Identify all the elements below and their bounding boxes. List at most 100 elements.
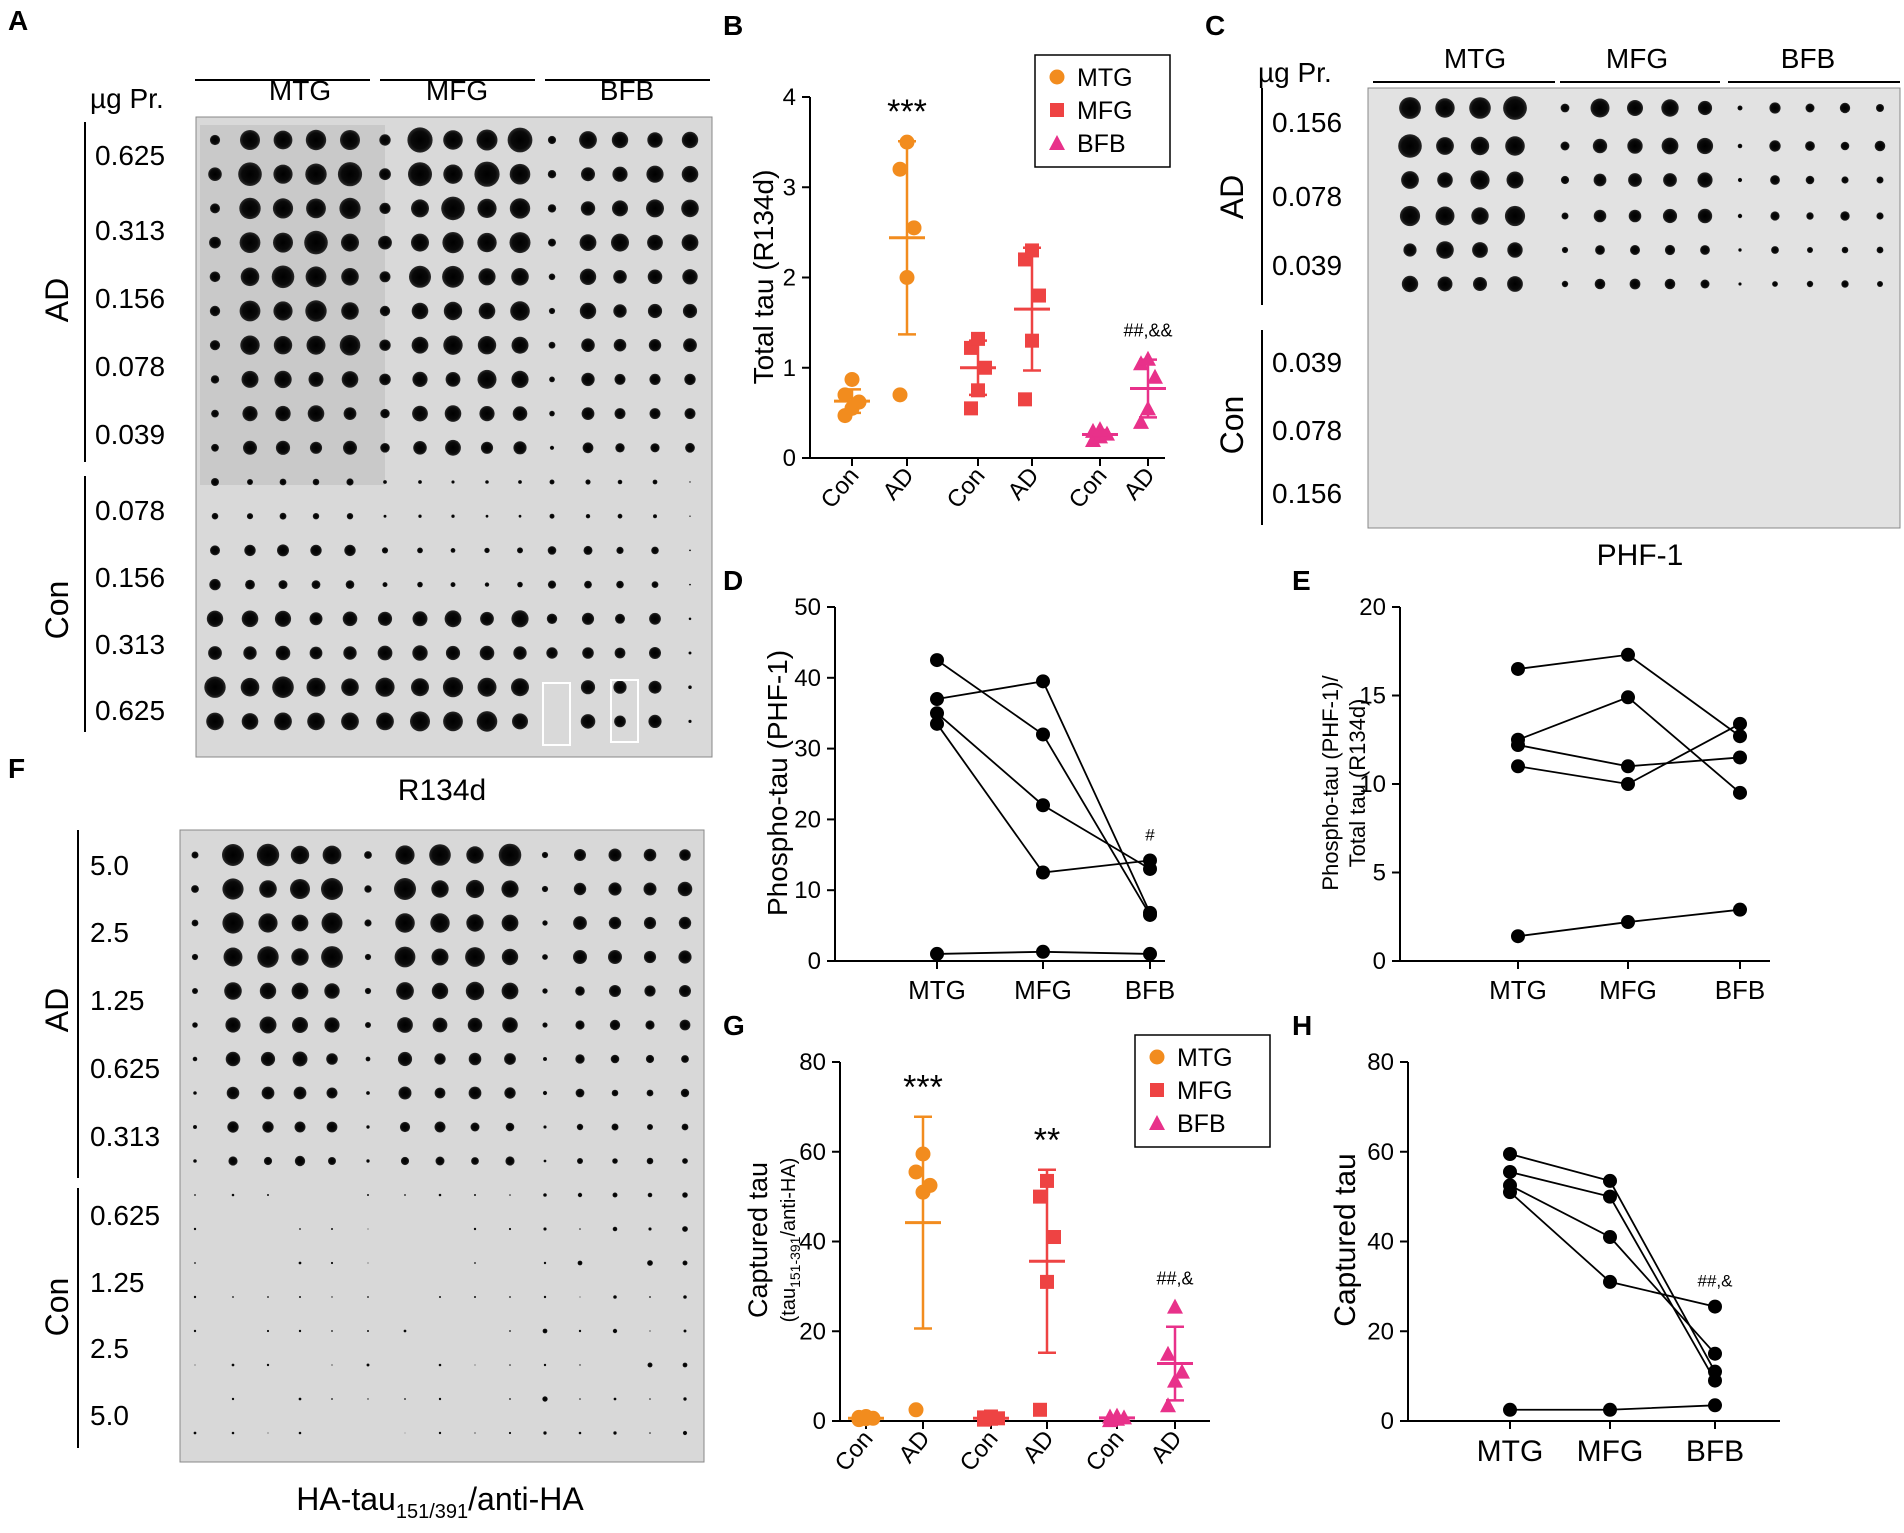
blot-f-dot [231, 1193, 235, 1197]
chart-d-data-point [1143, 946, 1157, 961]
blot-f-dot [261, 1086, 275, 1100]
chart-b-legend-marker [1049, 135, 1065, 150]
blot-f-dot [647, 1260, 653, 1266]
blot-f-dot [193, 1125, 197, 1129]
blot-c-dot [1629, 278, 1641, 290]
chart-g-data-point [1167, 1298, 1183, 1314]
blot-a-dot [345, 580, 355, 589]
blot-a-dot [513, 441, 527, 455]
blot-c-dot [1840, 211, 1850, 221]
chart-e-y-tick-label: 10 [1359, 771, 1386, 798]
blot-f-dot [505, 1122, 515, 1132]
panel-letter-g: G [723, 1010, 745, 1041]
blot-a-dot [547, 546, 557, 555]
chart-d-y-tick-label: 20 [794, 806, 821, 833]
blot-c-dot [1592, 138, 1608, 154]
blot-a-dot [412, 645, 428, 661]
blot-f-dot [291, 948, 309, 966]
chart-b-x-tick-label: AD [1118, 463, 1160, 506]
blot-a-dot [513, 646, 527, 660]
blot-a-dot [208, 646, 222, 660]
blot-c-dot [1876, 246, 1884, 254]
blot-a-dot [341, 712, 359, 731]
blot-a-dot [647, 269, 663, 285]
blot-a-dot [305, 163, 327, 185]
blot-f-dot [364, 919, 372, 927]
blot-f-dot [326, 1121, 338, 1133]
blot-a-dot [689, 481, 691, 483]
blot-f-dot [397, 1051, 413, 1067]
chart-h-significance-label: ##,& [1698, 1272, 1734, 1291]
blot-c-dot [1697, 208, 1713, 224]
blot-c-dot [1594, 278, 1606, 290]
chart-g-significance-label: ** [1034, 1122, 1060, 1160]
blot-f-dot [267, 1194, 269, 1196]
blot-a-dot [509, 163, 531, 185]
blot-f-dot [394, 946, 416, 968]
blot-a-dot [241, 610, 259, 628]
blot-f-dot [191, 885, 199, 893]
blot-a-dot [306, 677, 326, 697]
chart-g-data-point [1047, 1230, 1061, 1245]
blot-a-dot [377, 645, 393, 661]
blot-f-dot [298, 1329, 302, 1333]
blot-f-dot [330, 1261, 334, 1265]
blot-c-dot [1700, 279, 1710, 289]
chart-b-legend-label: MTG [1077, 64, 1133, 92]
blot-a-dot [341, 233, 359, 252]
chart-h-data-point [1603, 1189, 1617, 1204]
blot-a-dot [652, 479, 658, 485]
chart-e-data-point [1733, 750, 1747, 765]
blot-f-dot [438, 1363, 442, 1367]
blot-f-dot [683, 1295, 687, 1299]
blot-f-dot [434, 1087, 446, 1099]
blot-f-dot [575, 1020, 585, 1030]
blot-f-dot [543, 1227, 547, 1231]
blot-f-dot [543, 1125, 547, 1129]
blot-a-dot [615, 613, 625, 624]
chart-g-significance-label: *** [903, 1069, 943, 1107]
blot-f-dot [191, 953, 199, 961]
blot-f-dose: 0.313 [90, 1121, 160, 1152]
blot-c-dot [1507, 242, 1523, 258]
chart-d-data-point [1036, 865, 1050, 880]
blot-a-dot [412, 371, 428, 387]
blot-c-dot [1503, 96, 1527, 120]
blot-a-dot [383, 480, 387, 484]
blot-c-con-label: Con [1214, 396, 1250, 455]
chart-g-legend-marker [1149, 1115, 1165, 1130]
blot-a-dot [548, 273, 556, 281]
blot-f-dot [364, 851, 372, 859]
blot-f-dot [501, 982, 519, 1000]
blot-a-dot [682, 303, 698, 319]
chart-h-data-point [1603, 1230, 1617, 1245]
blot-f-dot [682, 1430, 688, 1436]
blot-f-dot [508, 1227, 512, 1231]
blot-f-dot [577, 1260, 583, 1266]
blot-a-dot [443, 335, 463, 355]
blot-f-dot [542, 954, 548, 960]
chart-e-data-point [1621, 647, 1635, 662]
blot-f-dot [256, 843, 280, 867]
blot-c-dot [1664, 278, 1676, 290]
blot-a-dot [581, 338, 595, 353]
blot-a-dot [450, 582, 456, 588]
chart-b-data-point [1025, 243, 1039, 258]
blot-c-dose: 0.078 [1272, 415, 1342, 446]
chart-h-data-point [1603, 1274, 1617, 1289]
blot-f-dot [231, 1431, 235, 1435]
blot-a-dot [581, 167, 595, 182]
blot-c-dot [1627, 100, 1643, 116]
blot-f-dot [328, 1157, 336, 1165]
blot-a-dot [548, 341, 556, 349]
blot-f-dot [542, 988, 548, 994]
blot-c-dot [1805, 103, 1815, 113]
blot-f-dot [403, 1329, 407, 1333]
chart-d-significance-label: # [1145, 825, 1155, 844]
blot-f-dot [266, 1329, 270, 1333]
chart-e-data-point [1733, 902, 1747, 917]
blot-f-dot [364, 987, 372, 995]
chart-g-y-tick-label: 0 [813, 1408, 826, 1435]
blot-a-dot [306, 335, 326, 355]
chart-b-data-point [1140, 350, 1156, 366]
